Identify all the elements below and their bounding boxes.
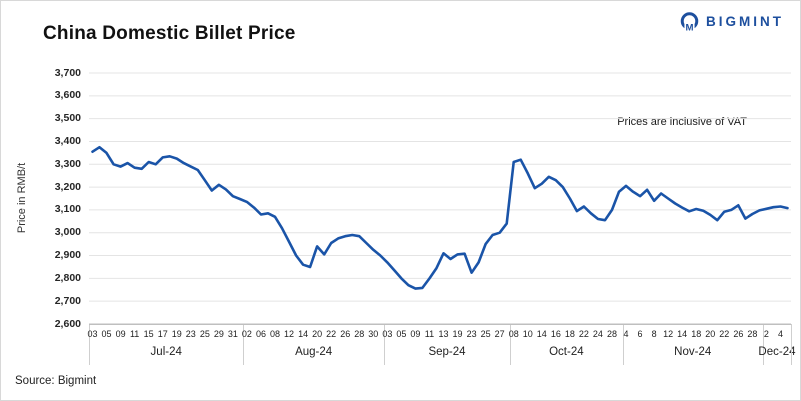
x-axis-day-label: 15: [143, 329, 154, 339]
x-axis-month-label: Dec-24: [758, 346, 796, 358]
x-axis-day-label: 28: [747, 329, 758, 339]
y-axis-tick-label: 2,700: [54, 294, 81, 307]
month-separator: [622, 324, 624, 365]
x-axis-day-label: 18: [564, 329, 575, 339]
month-separator: [89, 324, 90, 365]
brand-name: BIGMINT: [706, 14, 784, 29]
y-axis-tick-label: 3,500: [54, 112, 81, 125]
x-axis-day-label: 24: [592, 329, 603, 339]
x-axis-month-label: Oct-24: [549, 346, 584, 358]
x-axis-day-label: 23: [185, 329, 196, 339]
y-axis-tick-label: 3,600: [54, 89, 81, 102]
x-axis-day-label: 09: [410, 329, 421, 339]
bigmint-icon: M: [679, 11, 700, 32]
month-separator: [510, 324, 512, 365]
x-axis-day-label: 12: [663, 329, 674, 339]
x-axis-day-label: 23: [466, 329, 477, 339]
month-separator: [243, 324, 245, 365]
x-axis-day-label: 22: [578, 329, 589, 339]
month-separator: [791, 324, 792, 365]
x-axis-day-label: 28: [354, 329, 365, 339]
x-axis-day-label: 16: [550, 329, 561, 339]
brand-logo: M BIGMINT: [679, 11, 784, 32]
y-axis-tick-label: 3,400: [54, 134, 81, 147]
x-axis-day-label: 4: [623, 329, 629, 339]
x-axis-month-label: Sep-24: [428, 346, 466, 358]
x-axis-day-label: 25: [480, 329, 491, 339]
x-axis-day-label: 18: [691, 329, 702, 339]
x-axis-day-label: 6: [637, 329, 643, 339]
y-axis-tick-label: 2,600: [54, 317, 81, 330]
x-axis-day-label: 29: [213, 329, 224, 339]
x-axis-day-label: 8: [651, 329, 657, 339]
x-axis-day-label: 4: [777, 329, 783, 339]
x-axis-day-label: 31: [227, 329, 238, 339]
x-axis-day-label: 19: [171, 329, 182, 339]
x-axis-day-label: 17: [157, 329, 168, 339]
x-axis-day-label: 27: [494, 329, 505, 339]
x-axis-day-label: 20: [312, 329, 323, 339]
x-axis-day-label: 09: [115, 329, 126, 339]
x-axis-day-label: 03: [382, 329, 393, 339]
x-axis-day-label: 08: [270, 329, 281, 339]
x-axis-month-label: Jul-24: [150, 346, 182, 358]
source-note: Source: Bigmint: [15, 375, 97, 387]
x-axis-day-label: 11: [424, 329, 435, 339]
x-axis-day-label: 12: [284, 329, 295, 339]
y-axis-tick-label: 2,800: [54, 271, 81, 284]
x-axis-day-label: 28: [606, 329, 617, 339]
x-axis-day-label: 05: [396, 329, 407, 339]
x-axis-day-label: 20: [705, 329, 716, 339]
x-axis-day-label: 11: [129, 329, 140, 339]
y-axis-tick-label: 3,700: [54, 66, 81, 79]
y-axis-tick-label: 3,200: [54, 180, 81, 193]
y-axis-tick-label: 3,100: [54, 203, 81, 216]
x-axis-month-label: Nov-24: [674, 346, 712, 358]
x-axis-day-label: 25: [199, 329, 210, 339]
x-axis-day-label: 14: [536, 329, 547, 339]
y-axis-tick-label: 2,900: [54, 249, 81, 262]
price-line: [91, 145, 789, 290]
x-axis-day-label: 03: [87, 329, 98, 339]
y-axis-tick-label: 3,000: [54, 226, 81, 239]
y-axis-tick-label: 3,300: [54, 157, 81, 170]
x-axis-day-label: 08: [508, 329, 519, 339]
x-axis-day-label: 13: [438, 329, 449, 339]
x-axis-day-label: 22: [719, 329, 730, 339]
x-axis-day-label: 14: [298, 329, 309, 339]
x-axis-day-label: 26: [733, 329, 744, 339]
x-axis-line: [89, 324, 791, 325]
x-axis-month-label: Aug-24: [295, 346, 333, 358]
month-separator: [762, 324, 764, 365]
x-axis-day-label: 30: [368, 329, 379, 339]
x-axis-day-label: 22: [326, 329, 337, 339]
x-axis-day-label: 10: [522, 329, 533, 339]
x-axis-day-label: 05: [101, 329, 112, 339]
x-axis-day-label: 26: [340, 329, 351, 339]
svg-text:M: M: [685, 23, 693, 32]
x-axis-day-label: 19: [452, 329, 463, 339]
x-axis-day-label: 02: [241, 329, 252, 339]
x-axis-day-label: 2: [763, 329, 769, 339]
x-axis-day-label: 14: [677, 329, 688, 339]
chart-title: China Domestic Billet Price: [43, 23, 296, 44]
x-axis-day-label: 06: [255, 329, 266, 339]
month-separator: [383, 324, 385, 365]
